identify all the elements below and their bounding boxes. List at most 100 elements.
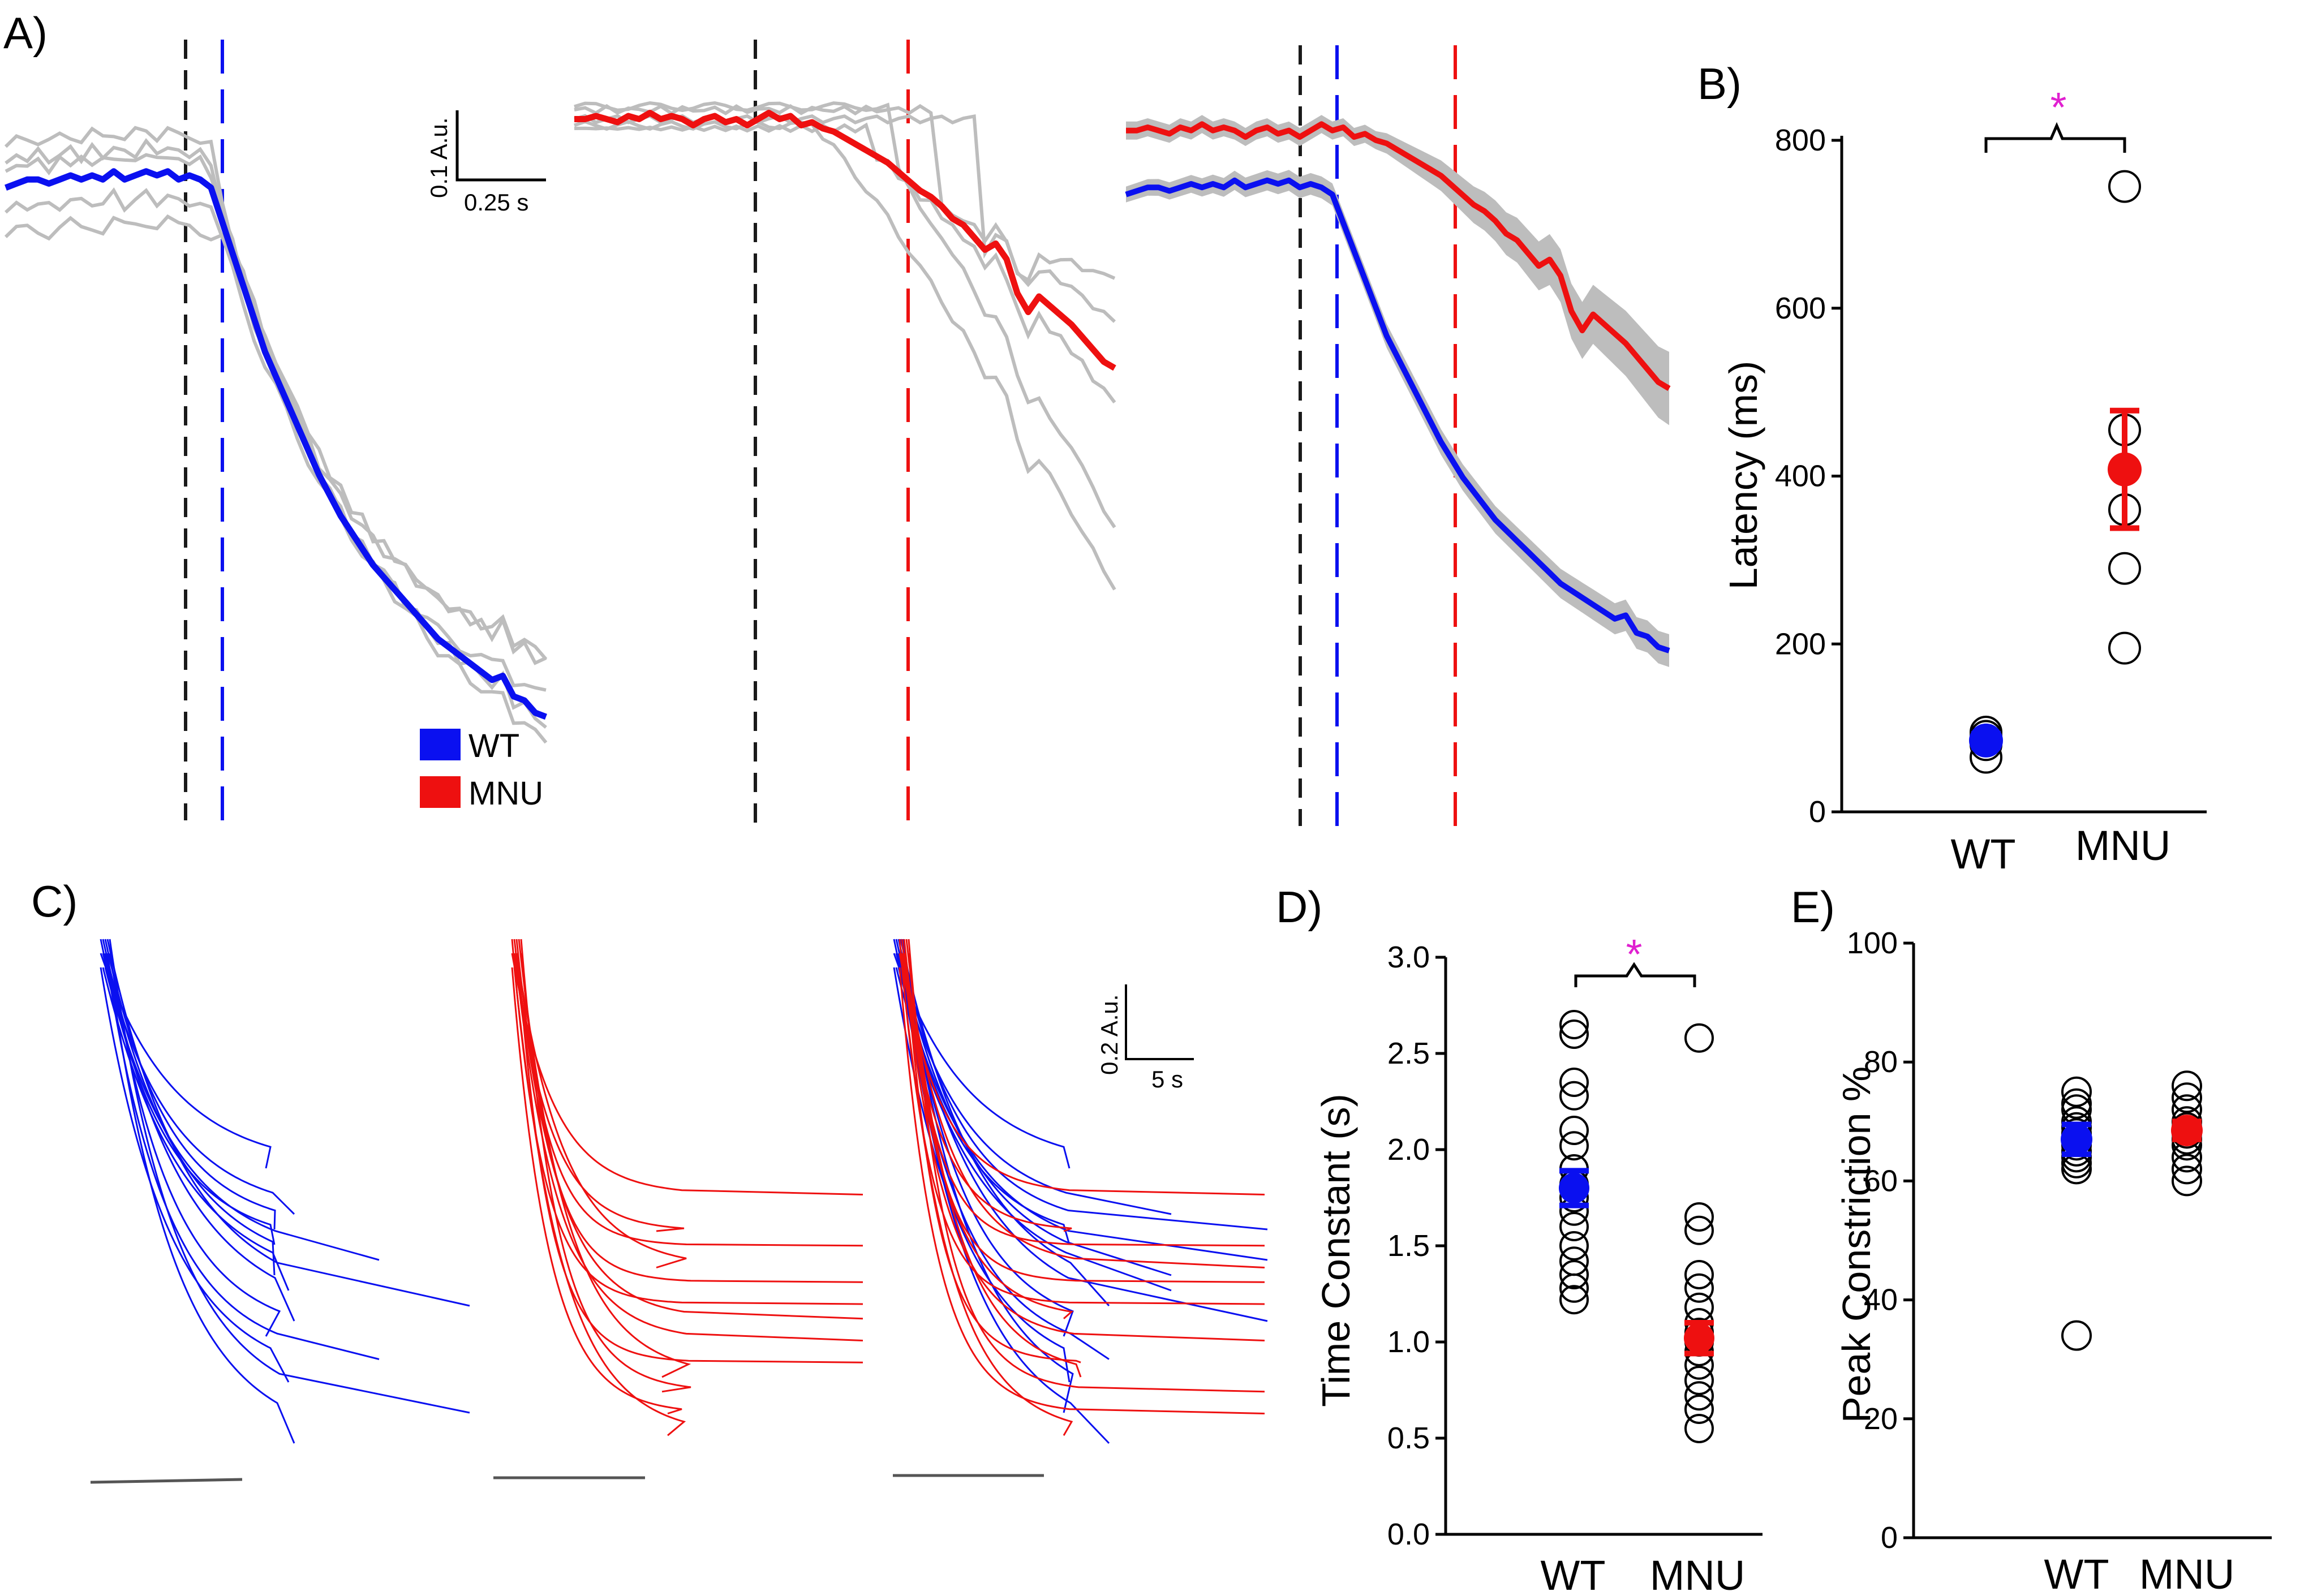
- scale-bar-x-label: 5 s: [1151, 1066, 1183, 1092]
- mnu-mean-trace: [574, 110, 1116, 371]
- grey-trace: [4, 126, 548, 744]
- fit-curve: [106, 967, 380, 1360]
- data-point: [1684, 1215, 1714, 1245]
- data-point: [1684, 1202, 1714, 1232]
- y-tick-label: 400: [1775, 459, 1826, 493]
- fit-curve: [897, 953, 1268, 1322]
- fit-curve: [511, 953, 863, 1195]
- panel-e: 0 20 40 60 80 100 Peak Constriction % WT MNU: [1834, 926, 2272, 1596]
- mnu-mean-trace-overlay: [1126, 121, 1671, 391]
- grey-trace: [574, 119, 1116, 591]
- baseline-wt: [90, 1478, 243, 1484]
- mnu-fit-curves: [511, 939, 863, 1436]
- data-point: [1559, 1010, 1589, 1039]
- fit-curve: [102, 939, 276, 1276]
- fit-curve: [905, 939, 1082, 1378]
- fit-curve: [902, 939, 1074, 1413]
- fit-curve: [104, 953, 295, 1322]
- scale-bar-x-label: 0.25 s: [464, 189, 528, 216]
- fit-curve: [903, 953, 1265, 1268]
- data-point: [1684, 1023, 1714, 1053]
- fit-curve: [104, 967, 380, 1261]
- fit-curve: [899, 939, 1265, 1305]
- y-tick-label: 2.0: [1387, 1133, 1430, 1167]
- fit-curve: [515, 967, 863, 1341]
- fit-curve: [520, 939, 691, 1393]
- panel-label-b: B): [1697, 59, 1742, 109]
- y-tick-label: 600: [1775, 291, 1826, 325]
- category-label-wt: WT: [1950, 831, 2015, 877]
- data-point: [1559, 1260, 1589, 1289]
- y-tick-label: 0.0: [1387, 1517, 1430, 1551]
- fit-curve: [899, 967, 1265, 1414]
- y-tick-label: 3.0: [1387, 940, 1430, 974]
- fit-curve: [908, 939, 1265, 1393]
- scale-bar-a: 0.1 A.u. 0.25 s: [425, 110, 546, 216]
- fit-curve: [515, 953, 687, 1268]
- y-tick-label: 800: [1775, 123, 1826, 157]
- fit-curve: [100, 939, 276, 1245]
- data-point: [1684, 1395, 1714, 1424]
- data-point: [1684, 1366, 1714, 1395]
- data-point: [1559, 1212, 1589, 1241]
- data-point: [1559, 1068, 1589, 1097]
- y-tick-label: 1.5: [1387, 1229, 1430, 1263]
- y-tick-label: 2.5: [1387, 1036, 1430, 1070]
- category-label-wt: WT: [1540, 1552, 1605, 1596]
- y-tick-label: 60: [1864, 1164, 1898, 1198]
- fit-curve: [104, 939, 276, 1230]
- mean-marker: [2108, 452, 2142, 487]
- data-point: [1684, 1260, 1714, 1289]
- y-tick-label: 20: [1864, 1402, 1898, 1436]
- mean-marker: [1559, 1173, 1589, 1203]
- data-point: [1559, 1273, 1589, 1303]
- panel-label-e: E): [1791, 882, 1835, 932]
- y-axis-title: Latency (ms): [1721, 361, 1765, 590]
- category-label-mnu: MNU: [2075, 822, 2171, 869]
- mean-marker: [1969, 723, 2003, 758]
- wt-sem-band: [1126, 170, 1669, 667]
- data-point: [2061, 1088, 2092, 1119]
- fit-curve: [513, 953, 685, 1232]
- mean-marker: [2171, 1115, 2203, 1147]
- mean-marker: [2061, 1123, 2092, 1155]
- significance-marker: *: [2051, 84, 2067, 131]
- fit-curve: [895, 953, 1172, 1215]
- y-tick-label: 0: [1881, 1521, 1898, 1555]
- fit-curve: [515, 939, 863, 1247]
- y-tick-label: 80: [1864, 1045, 1898, 1079]
- panel-a: 0.1 A.u. 0.25 s WT MNU: [4, 40, 1671, 826]
- data-point: [1559, 1131, 1589, 1161]
- fit-curve: [897, 967, 1268, 1261]
- panel-b: 0 200 400 600 800 Latency (ms) WT MNU *: [1721, 84, 2207, 877]
- data-point: [1559, 1116, 1589, 1145]
- wt-mean-trace-overlay: [1125, 177, 1670, 653]
- fit-curve: [511, 967, 682, 1414]
- panel-d: 0.00.51.01.52.02.53.0 Time Constant (s) …: [1314, 931, 1763, 1596]
- fit-curve: [901, 939, 1074, 1319]
- data-point: [1684, 1414, 1714, 1443]
- data-point: [1684, 1381, 1714, 1411]
- fit-curve: [100, 953, 272, 1169]
- data-point: [1559, 1285, 1589, 1315]
- fit-curve: [905, 967, 1081, 1363]
- category-label-mnu: MNU: [2139, 1551, 2235, 1596]
- fit-curve: [102, 967, 290, 1291]
- category-label-wt: WT: [2044, 1551, 2109, 1596]
- fit-curve: [513, 939, 863, 1320]
- data-point: [1559, 1019, 1589, 1049]
- y-axis-title: Peak Constriction %: [1834, 1066, 1878, 1423]
- overlay-fit-curves: [893, 939, 1268, 1444]
- mnu-individual-traces: [574, 101, 1116, 591]
- data-point: [2108, 552, 2141, 585]
- scale-bar-c: 0.2 A.u. 5 s: [1096, 984, 1194, 1092]
- significance-bracket: [1984, 122, 2126, 153]
- legend: WT MNU: [420, 728, 543, 812]
- fit-curve: [902, 953, 1074, 1337]
- fit-curve: [893, 967, 1071, 1383]
- wt-mean-trace: [5, 168, 547, 720]
- data-point: [1684, 1292, 1714, 1322]
- data-point: [1684, 1273, 1714, 1303]
- fit-curve: [511, 939, 863, 1305]
